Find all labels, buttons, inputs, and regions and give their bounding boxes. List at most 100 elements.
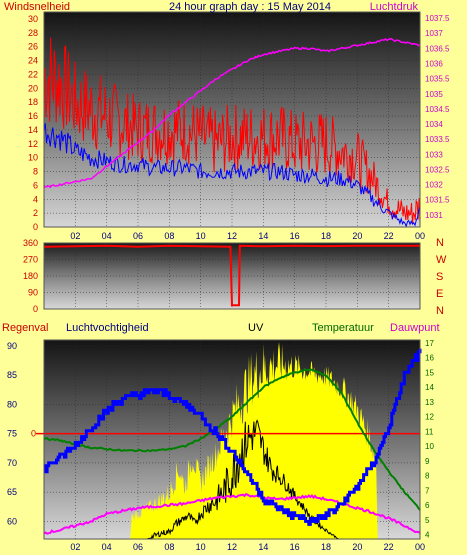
temperature-tick-label: 11 [425, 427, 434, 436]
pressure-tick-label: 1031.5 [425, 196, 450, 205]
x-tick-label: 12 [227, 542, 237, 552]
pressure-tick-label: 1033 [425, 150, 443, 159]
humidity-tick-label: 65 [7, 487, 17, 497]
wind-pressure-chart: 02468101214161820222426283010311031.5103… [4, 1, 450, 241]
direction-tick-label: 0 [33, 304, 38, 314]
x-tick-label: 16 [290, 231, 300, 241]
x-tick-label: 10 [196, 231, 206, 241]
x-tick-label: 18 [321, 542, 331, 552]
wind-speed-tick-label: 6 [33, 180, 38, 190]
humidity-tick-label: 85 [7, 370, 17, 380]
pressure-tick-label: 1036.5 [425, 44, 450, 53]
temperature-tick-label: 5 [425, 516, 430, 525]
x-tick-label: 12 [227, 231, 237, 241]
temperature-tick-label: 12 [425, 413, 434, 422]
x-tick-label: 22 [384, 231, 394, 241]
temperature-tick-label: 17 [425, 339, 434, 348]
uv-area [44, 342, 420, 539]
wind-speed-tick-label: 2 [33, 208, 38, 218]
temperature-tick-label: 7 [425, 486, 430, 495]
climate-chart: 60 65 70 75 80 85 90 4 5 6 7 8 9 10 11 12 13 14 15 16 17 02 04… [2, 322, 440, 552]
x-tick-label: 08 [164, 542, 174, 552]
temperature-line [43, 368, 421, 511]
x-tick-label: 20 [352, 542, 362, 552]
temperature-tick-label: 10 [425, 442, 434, 451]
temperature-tick-label: 8 [425, 472, 430, 481]
temperature-tick-label: 15 [425, 368, 434, 377]
wind-direction-line [43, 244, 420, 307]
pressure-tick-label: 1034.5 [425, 105, 450, 114]
humidity-tick-label: 90 [7, 341, 17, 351]
direction-tick-label: 90 [28, 288, 38, 298]
x-tick-label: 14 [258, 231, 268, 241]
compass-label: N [436, 238, 444, 249]
legend-rainfall: Regenval [2, 322, 48, 334]
wind-speed-tick-label: 10 [28, 153, 38, 163]
legend-temperature: Temperatuur [312, 322, 374, 334]
wind-speed-tick-label: 22 [28, 69, 38, 79]
temperature-tick-label: 4 [425, 531, 430, 540]
dewpoint-line [43, 492, 421, 535]
humidity-tick-label: 80 [7, 399, 17, 409]
wind-speed-tick-label: 24 [28, 56, 38, 66]
x-tick-label: 08 [164, 231, 174, 241]
x-tick-label: 18 [321, 231, 331, 241]
wind-speed-tick-label: 16 [28, 111, 38, 121]
pressure-tick-label: 1035.5 [425, 75, 450, 84]
wind-speed-tick-label: 28 [28, 28, 38, 38]
wind-plot-area [44, 12, 420, 227]
x-tick-label: 02 [70, 231, 80, 241]
temperature-tick-label: 9 [425, 457, 430, 466]
x-tick-label: 00 [415, 231, 425, 241]
compass-label: N [436, 305, 444, 317]
wind-speed-tick-label: 0 [33, 222, 38, 232]
pressure-tick-label: 1031 [425, 211, 443, 220]
x-tick-label: 16 [290, 542, 300, 552]
x-tick-label: 10 [196, 542, 206, 552]
pressure-tick-label: 1034 [425, 120, 443, 129]
wind-speed-line [43, 37, 421, 225]
legend-dewpoint: Dauwpunt [390, 322, 440, 334]
x-tick-label: 00 [415, 542, 425, 552]
x-tick-label: 06 [133, 542, 143, 552]
x-tick-label: 14 [258, 542, 268, 552]
x-tick-label: 22 [384, 542, 394, 552]
pressure-tick-label: 1037 [425, 29, 443, 38]
wind-speed-tick-label: 30 [28, 14, 38, 24]
wind-speed-tick-label: 18 [28, 97, 38, 107]
x-tick-label: 04 [102, 542, 112, 552]
legend-humidity: Luchtvochtigheid [66, 322, 149, 334]
rainfall-tick-label: 0 [31, 429, 36, 439]
humidity-tick-label: 75 [7, 429, 17, 439]
pressure-line [43, 38, 421, 189]
wind-speed-tick-label: 20 [28, 83, 38, 93]
pressure-tick-label: 1033.5 [425, 135, 450, 144]
temperature-tick-label: 16 [425, 354, 434, 363]
wind-speed-tick-label: 14 [28, 125, 38, 135]
pressure-tick-label: 1032.5 [425, 165, 450, 174]
x-tick-label: 02 [70, 542, 80, 552]
pressure-axis-label: Luchtdruk [370, 1, 419, 13]
wind-speed-tick-label: 4 [33, 194, 38, 204]
compass-label: E [436, 288, 443, 300]
direction-tick-label: 360 [23, 238, 38, 248]
humidity-tick-label: 60 [7, 516, 17, 526]
compass-label: S [436, 271, 443, 283]
legend-uv: UV [248, 322, 264, 334]
pressure-tick-label: 1032 [425, 181, 443, 190]
temperature-tick-label: 6 [425, 501, 430, 510]
compass-label: W [436, 254, 447, 266]
wind-speed-axis-label: Windsnelheid [4, 1, 70, 13]
temperature-tick-label: 14 [425, 383, 434, 392]
chart-title: 24 hour graph day : 15 May 2014 [169, 1, 331, 13]
humidity-line [44, 348, 422, 526]
pressure-tick-label: 1035 [425, 90, 443, 99]
temperature-tick-label: 13 [425, 398, 434, 407]
x-tick-label: 04 [102, 231, 112, 241]
wind-gust-line [43, 123, 421, 228]
direction-tick-label: 270 [23, 255, 38, 265]
wind-speed-tick-label: 12 [28, 139, 38, 149]
direction-tick-label: 180 [23, 271, 38, 281]
